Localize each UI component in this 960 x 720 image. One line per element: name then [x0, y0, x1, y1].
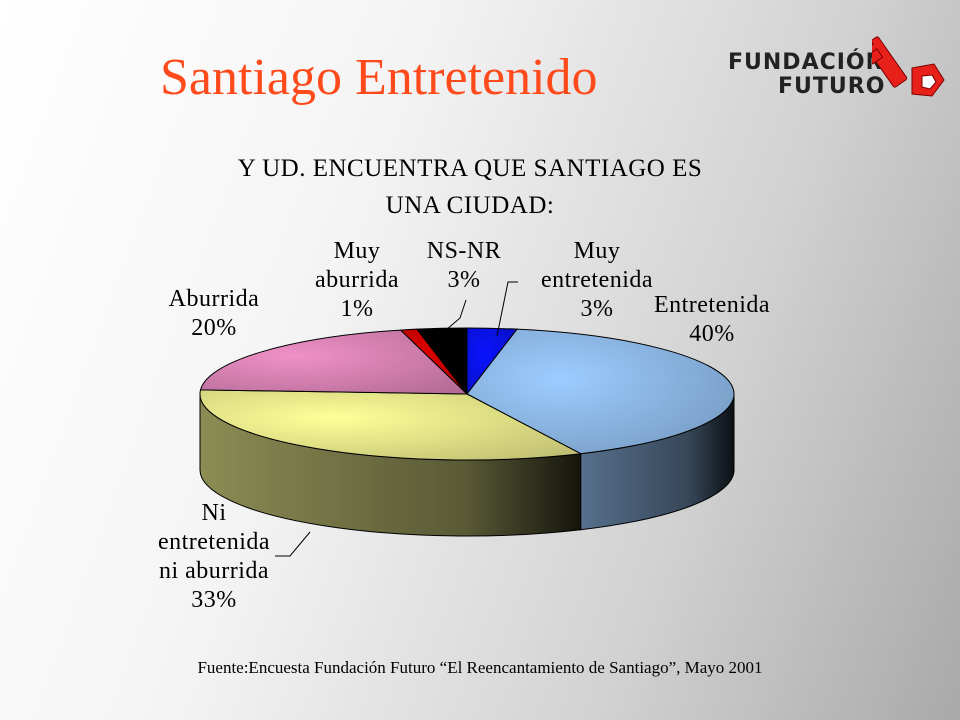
chart-title: Y UD. ENCUENTRA QUE SANTIAGO ES UNA CIUD…	[200, 150, 740, 224]
label-name-3: Aburrida	[169, 286, 260, 312]
pie-slice-2	[199, 389, 583, 461]
logo-line-2: FUTURO	[778, 74, 886, 99]
leader-line-5	[445, 299, 467, 331]
label-value-0: 3%	[581, 296, 614, 322]
label-name-0: entretenida	[541, 267, 653, 293]
pie-sides	[199, 393, 735, 537]
label-name-2: Ni	[202, 500, 227, 526]
label-name-1: Entretenida	[654, 292, 770, 318]
pie-slice-1	[466, 328, 735, 455]
chart-title-line-1: Y UD. ENCUENTRA QUE SANTIAGO ES	[237, 155, 703, 182]
pie-leaders	[275, 281, 518, 557]
fundacion-futuro-logo: FUNDACIÓN FUTURO	[722, 22, 954, 106]
label-value-2: 33%	[191, 587, 237, 613]
label-value-5: 3%	[448, 267, 481, 293]
slide-title: Santiago Entretenido	[160, 49, 598, 106]
label-name-0: Muy	[574, 238, 621, 264]
pie-top	[199, 327, 735, 461]
label-name-4: Muy	[334, 238, 381, 264]
leader-line-0	[496, 281, 518, 337]
label-name-2: entretenida	[158, 529, 270, 555]
label-value-1: 40%	[689, 321, 735, 347]
pie-slice-3	[199, 329, 469, 395]
source-note: Fuente:Encuesta Fundación Futuro “El Ree…	[197, 658, 763, 677]
pie-slice-5	[415, 327, 468, 396]
leader-line-2	[275, 531, 311, 557]
label-value-4: 1%	[341, 296, 374, 322]
pie-labels: Muy entretenida 3% Entretenida 40% Ni entreten…	[158, 238, 770, 613]
logo-line-1: FUNDACIÓN	[728, 50, 886, 75]
label-name-5: NS-NR	[427, 238, 502, 264]
label-name-4: aburrida	[315, 267, 399, 293]
chart-title-line-2: UNA CIUDAD:	[385, 192, 555, 219]
label-name-2: ni aburrida	[159, 558, 269, 584]
key-icon	[872, 35, 945, 97]
label-value-3: 20%	[191, 315, 237, 341]
